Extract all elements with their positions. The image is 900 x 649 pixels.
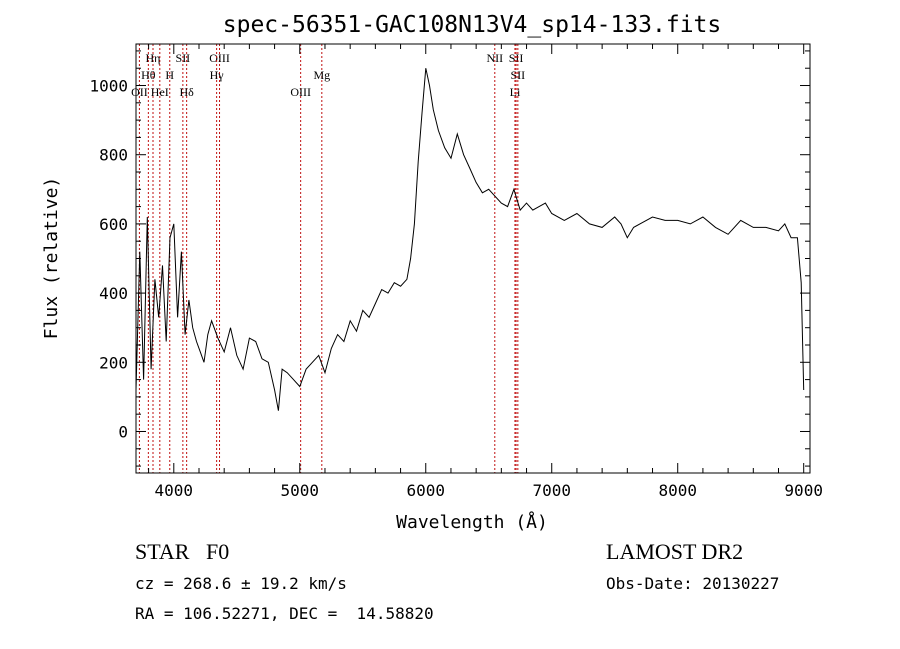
spectrum-series (135, 68, 805, 411)
redshift-velocity: cz = 268.6 ± 19.2 km/s (135, 574, 347, 593)
y-tick-label: 400 (99, 284, 128, 303)
line-marker-label: Hθ (141, 68, 156, 82)
coordinates: RA = 106.52271, DEC = 14.58820 (135, 604, 434, 623)
x-tick-label: 7000 (532, 481, 571, 500)
line-marker-label: Li (510, 85, 521, 99)
x-tick-label: 9000 (784, 481, 823, 500)
chart-title: spec-56351-GAC108N13V4_sp14-133.fits (223, 12, 722, 38)
line-marker-label: SII (511, 68, 526, 82)
y-axis-label: Flux (relative) (41, 177, 62, 340)
line-marker-label: SII (509, 51, 524, 65)
spectrum-line (135, 68, 805, 411)
observation-date: Obs-Date: 20130227 (606, 574, 780, 593)
x-axis-label: Wavelength (Å) (396, 511, 548, 533)
plot-frame (135, 43, 811, 474)
line-marker-label: OII (131, 85, 148, 99)
y-tick-label: 800 (99, 146, 128, 165)
y-tick-label: 200 (99, 353, 128, 372)
survey-name: LAMOST DR2 (606, 539, 744, 564)
y-tick-label: 0 (118, 422, 128, 441)
x-tick-label: 4000 (155, 481, 194, 500)
line-marker-label: OIII (209, 51, 230, 65)
line-marker-label: H (165, 68, 174, 82)
line-marker-label: HeI (151, 85, 169, 99)
line-marker-label: OIII (290, 85, 311, 99)
y-tick-label: 600 (99, 215, 128, 234)
object-class: STAR F0 (135, 539, 230, 564)
x-tick-label: 8000 (658, 481, 697, 500)
line-marker-label: SII (176, 51, 191, 65)
x-tick-label: 5000 (281, 481, 320, 500)
line-marker-label: Hη (146, 51, 161, 65)
line-marker-label: Mg (313, 68, 330, 82)
line-marker-label: Hδ (179, 85, 194, 99)
axes: 4000 5000 6000 7000 8000 9000 0 200 400 600 800 100… (89, 44, 823, 500)
x-tick-label: 6000 (406, 481, 445, 500)
line-marker-label: Hγ (210, 68, 225, 82)
y-tick-label: 1000 (89, 77, 128, 96)
line-marker-label: NII (486, 51, 503, 65)
